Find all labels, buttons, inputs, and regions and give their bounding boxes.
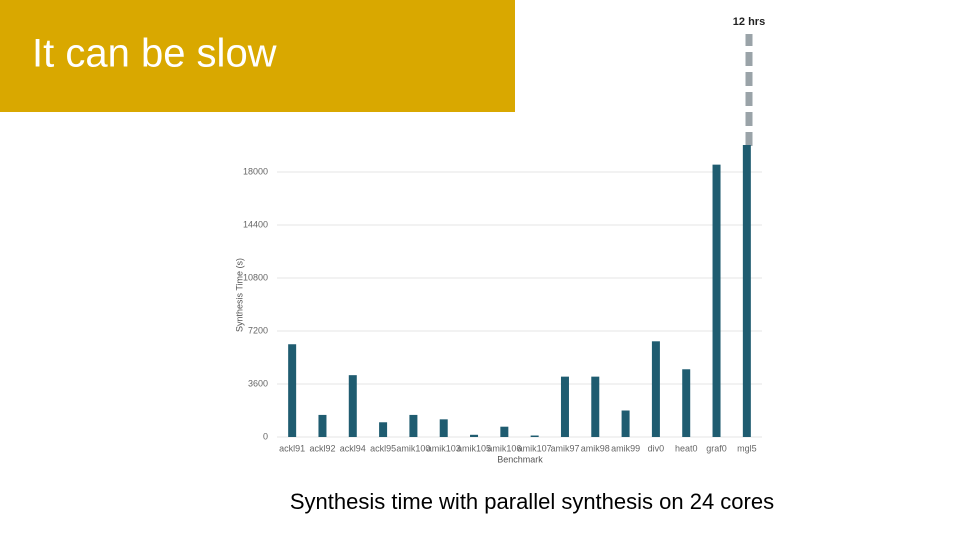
x-tick-label: amik106 xyxy=(487,443,521,453)
bar xyxy=(318,414,327,437)
x-tick-label: amik99 xyxy=(611,443,640,453)
x-tick-label: amik103 xyxy=(427,443,461,453)
y-tick-label: 3600 xyxy=(248,378,268,388)
x-tick-label: graf0 xyxy=(706,443,727,453)
bar xyxy=(621,410,630,437)
slide-title: It can be slow xyxy=(32,32,277,76)
x-tick-label: ackl92 xyxy=(309,443,335,453)
bar xyxy=(682,369,691,437)
bar xyxy=(591,376,600,437)
annotation: 12 hrs xyxy=(733,16,765,28)
x-tick-label: mgl5 xyxy=(737,443,757,453)
y-axis-label: Synthesis Time (s) xyxy=(234,258,244,332)
bar xyxy=(530,435,539,437)
x-tick-label: amik105 xyxy=(457,443,491,453)
y-tick-label: 7200 xyxy=(248,325,268,335)
y-tick-label: 10800 xyxy=(243,272,268,282)
y-tick-label: 18000 xyxy=(243,166,268,176)
bar xyxy=(712,164,721,437)
bar xyxy=(379,422,388,437)
x-tick-label: div0 xyxy=(648,443,665,453)
bar xyxy=(470,434,479,437)
x-tick-label: ackl94 xyxy=(340,443,366,453)
x-tick-label: amik107 xyxy=(518,443,552,453)
bar xyxy=(500,426,509,437)
caption: Synthesis time with parallel synthesis o… xyxy=(290,489,774,514)
y-tick-label: 0 xyxy=(263,431,268,441)
bar xyxy=(742,145,751,437)
x-tick-label: ackl95 xyxy=(370,443,396,453)
x-tick-label: heat0 xyxy=(675,443,698,453)
bar xyxy=(409,414,418,437)
y-tick-label: 14400 xyxy=(243,219,268,229)
x-tick-label: ackl91 xyxy=(279,443,305,453)
title-band xyxy=(0,0,515,112)
bar xyxy=(348,375,357,437)
bar xyxy=(651,341,660,437)
bar xyxy=(439,419,448,437)
bar xyxy=(288,344,297,437)
x-tick-label: amik97 xyxy=(550,443,579,453)
x-tick-label: amik98 xyxy=(581,443,610,453)
bar xyxy=(560,376,569,437)
x-tick-label: amik100 xyxy=(396,443,430,453)
x-axis-label: Benchmark xyxy=(497,454,543,464)
